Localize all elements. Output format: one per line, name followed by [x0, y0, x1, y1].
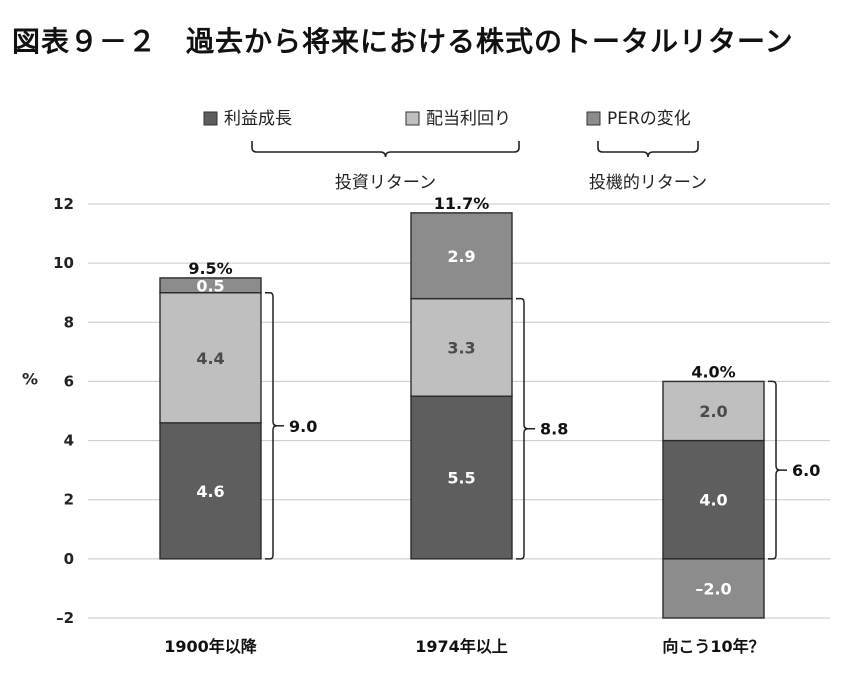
bar-segment-label: 2.0 [699, 402, 727, 421]
bar-segment [410, 212, 513, 300]
bar-total-label: 4.0% [691, 362, 735, 381]
legend-swatch [586, 111, 601, 126]
bars: 4.6 4.4 0.59.5% 5.5 3.3 2.9 11.7% 4.0 2.0 –2.0 4.0… [159, 194, 765, 619]
chart-title: 図表９－２ 過去から将来における株式のトータルリターン [12, 25, 794, 58]
y-tick-label: 0 [64, 550, 74, 568]
y-axis-label: % [22, 369, 38, 388]
bar-segment-label: 0.5 [196, 276, 224, 295]
legend-group-brace [251, 141, 520, 158]
investment-return-brace [516, 297, 529, 560]
bar-segment-label: 2.9 [447, 247, 475, 266]
bar-segment [410, 297, 513, 397]
bar-total-label: 9.5% [188, 259, 232, 278]
y-axis: –2 0 2 4 6 8 10 12 [53, 195, 74, 627]
braces: 9.0 8.8 6.0 [265, 291, 820, 560]
y-tick-label: 12 [53, 195, 74, 213]
y-tick-label: 6 [64, 372, 74, 390]
y-tick-label: –2 [56, 609, 74, 627]
bar-segment [662, 558, 765, 619]
legend-group-brace [597, 141, 699, 158]
legend-label: PERの変化 [607, 109, 691, 129]
legend-group-label: 投機的リターン [589, 173, 707, 193]
investment-return-brace [768, 380, 781, 560]
x-axis: 1900年以降 1974年以上 向こう10年？ [164, 637, 764, 656]
x-tick-label: 向こう10年？ [662, 637, 764, 656]
y-tick-label: 4 [64, 432, 74, 450]
legend-swatch [405, 111, 420, 126]
bar-segment [410, 395, 513, 560]
legend-label: 配当利回り [426, 109, 511, 129]
bar-segment-label: 3.3 [447, 338, 475, 357]
legend-label: 利益成長 [224, 109, 292, 129]
bar-segment-label: 5.5 [447, 469, 475, 488]
bar-segment-label: 4.4 [196, 349, 224, 368]
bar-segment [159, 277, 262, 294]
y-tick-label: 2 [64, 491, 74, 509]
bar-segment-label: –2.0 [695, 579, 731, 598]
bar-segment [662, 380, 765, 442]
x-tick-label: 1974年以上 [415, 637, 508, 656]
bar-segment [159, 292, 262, 424]
legend-group-label: 投資リターン [335, 173, 436, 193]
brace-value-label: 8.8 [540, 420, 568, 439]
bar-segment [159, 422, 262, 560]
brace-value-label: 6.0 [792, 461, 820, 480]
bar-segment [662, 439, 765, 560]
y-tick-label: 8 [64, 313, 74, 331]
investment-return-brace [265, 291, 278, 560]
legend-swatch [203, 111, 218, 126]
y-tick-label: 10 [53, 254, 74, 272]
bar-segment-label: 4.0 [699, 491, 727, 510]
bar-total-label: 11.7% [434, 194, 490, 213]
brace-value-label: 9.0 [289, 417, 317, 436]
x-tick-label: 1900年以降 [164, 637, 258, 656]
bar-segment-label: 4.6 [196, 482, 224, 501]
